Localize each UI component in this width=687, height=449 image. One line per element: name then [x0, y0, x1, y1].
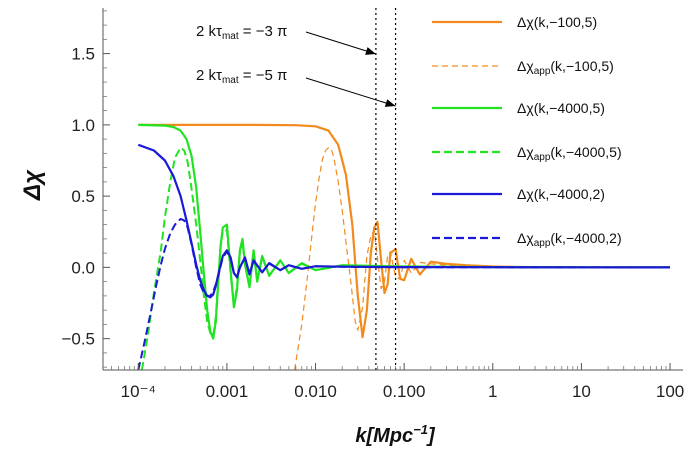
annotation-5pi-arrow [305, 77, 396, 107]
series-line-2 [294, 147, 671, 370]
x-axis-title: k[Mpc−1] [355, 422, 436, 447]
x-tick-label: 0.010 [294, 382, 337, 401]
x-tick-label: 100 [656, 382, 684, 401]
y-axis-title: Δχ [19, 169, 46, 201]
legend-label-3: Δχ(k,−4000,5) [517, 100, 605, 116]
y-tick-label: 1.0 [71, 116, 95, 135]
legend-entry-3: Δχ(k,−4000,5) [432, 100, 605, 116]
annotation-5pi: 2 kτmat = −5 π [196, 67, 396, 107]
legend-entry-6: Δχapp(k,−4000,2) [432, 230, 622, 249]
series-layer [137, 123, 671, 370]
legend: Δχ(k,−100,5) Δχapp(k,−100,5) Δχ(k,−4000,… [432, 14, 622, 249]
y-tick-label: 0.0 [71, 258, 95, 277]
legend-label-1: Δχ(k,−100,5) [517, 14, 597, 30]
y-tick-label: −0.5 [61, 330, 95, 349]
x-tick-label: 10⁻⁴ [121, 382, 156, 401]
legend-label-4: Δχapp(k,−4000,5) [517, 144, 622, 163]
annotation-3pi-text: 2 kτmat = −3 π [196, 23, 287, 42]
annotation-3pi-arrowhead [365, 47, 376, 55]
axes: 10⁻⁴ 0.001 0.010 0.100 1 10 100 −0.5 0.0 0.5 1.0 1.… [61, 8, 684, 401]
legend-entry-1: Δχ(k,−100,5) [432, 14, 597, 30]
y-tick-label: 0.5 [71, 187, 95, 206]
series-line-1 [138, 123, 671, 339]
y-tick-label: 1.5 [71, 45, 95, 64]
legend-label-2: Δχapp(k,−100,5) [517, 58, 614, 77]
legend-label-5: Δχ(k,−4000,2) [517, 186, 605, 202]
x-tick-label: 10 [572, 382, 591, 401]
legend-entry-4: Δχapp(k,−4000,5) [432, 144, 622, 163]
series-line-4 [140, 146, 671, 370]
annotation-3pi-arrow [305, 31, 377, 55]
series-line-6 [137, 217, 670, 370]
vertical-guide-lines [375, 8, 397, 370]
legend-label-6: Δχapp(k,−4000,2) [517, 230, 622, 249]
annotation-3pi: 2 kτmat = −3 π [196, 23, 377, 55]
x-tick-label: 0.001 [206, 382, 249, 401]
x-tick-label: 1 [488, 382, 497, 401]
annotation-5pi-arrowhead [384, 99, 396, 107]
annotation-5pi-text: 2 kτmat = −5 π [196, 67, 287, 86]
legend-entry-2: Δχapp(k,−100,5) [432, 58, 614, 77]
x-tick-label: 0.100 [383, 382, 426, 401]
legend-entry-5: Δχ(k,−4000,2) [432, 186, 605, 202]
